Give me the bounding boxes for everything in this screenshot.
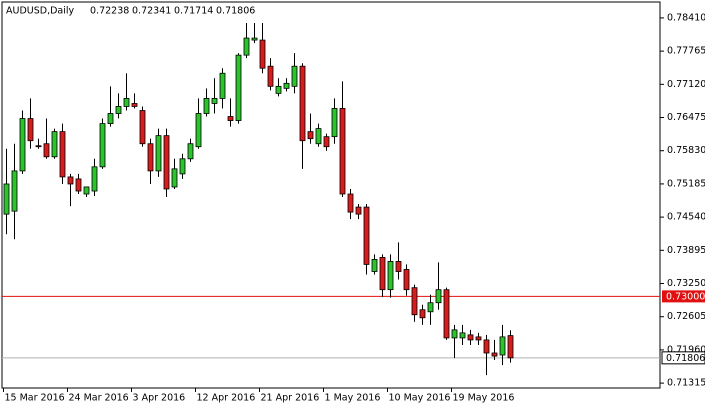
candle-body	[107, 113, 114, 124]
y-tick-label: 0.71315	[667, 378, 705, 389]
symbol: AUDUSD,Daily	[6, 6, 75, 17]
candle-body	[403, 269, 410, 291]
candle-body	[267, 65, 274, 87]
x-tick-label: 24 Mar 2016	[69, 393, 129, 404]
candle-body	[227, 116, 234, 121]
y-tick-label: 0.73895	[667, 245, 705, 256]
candle-body	[91, 166, 98, 192]
candle-body	[219, 72, 226, 99]
candle-body	[235, 54, 242, 121]
y-tick-label: 0.71960	[667, 344, 705, 355]
candle-body	[491, 352, 498, 357]
y-tick-label: 0.76475	[667, 112, 705, 123]
x-tick-label: 19 May 2016	[453, 393, 515, 404]
candle-body	[171, 168, 178, 188]
candle-body	[395, 261, 402, 272]
header-high: 0.72341	[132, 6, 171, 17]
level-label-box	[662, 290, 705, 303]
y-tick-label: 0.75830	[667, 145, 705, 156]
candle-body	[411, 287, 418, 316]
candle-body	[347, 193, 354, 213]
candle-body	[427, 302, 434, 313]
candle-body	[483, 339, 490, 354]
candle-body	[443, 289, 450, 339]
x-tick-label: 15 Mar 2016	[5, 393, 65, 404]
candle-body	[203, 98, 210, 114]
candle-body	[187, 143, 194, 160]
y-tick-label: 0.78410	[667, 12, 705, 23]
candle-body	[339, 108, 346, 195]
y-tick-label: 0.73250	[667, 278, 705, 289]
y-tick-label: 0.72605	[667, 311, 705, 322]
y-tick-label: 0.77765	[667, 46, 705, 57]
candle-body	[35, 145, 42, 148]
candle-body	[387, 261, 394, 291]
candle-body	[323, 136, 330, 148]
candle-body	[275, 85, 282, 94]
header-open: 0.72238	[90, 6, 129, 17]
candle-body	[355, 206, 362, 215]
candle-body	[43, 143, 50, 158]
plot-frame	[1, 1, 661, 389]
y-tick-label: 0.74540	[667, 212, 705, 223]
header: AUDUSD,Daily 0.72238 0.72341 0.71714 0.7…	[6, 6, 255, 17]
x-tick-label: 12 Apr 2016	[197, 393, 256, 404]
candle-body	[195, 113, 202, 148]
candle-body	[459, 332, 466, 339]
y-tick-label: 0.77120	[667, 79, 705, 90]
candle-body	[451, 329, 458, 339]
candle-body	[499, 336, 506, 356]
candle-body	[259, 39, 266, 69]
candle-body	[155, 135, 162, 172]
candle-body	[243, 37, 250, 56]
x-tick-label: 1 May 2016	[325, 393, 381, 404]
candle-body	[51, 131, 58, 158]
candle-body	[291, 65, 298, 87]
candle-body	[11, 170, 18, 212]
candle-body	[115, 106, 122, 114]
candle-body	[131, 103, 138, 107]
header-low: 0.71714	[174, 6, 213, 17]
y-tick-label: 0.75185	[667, 178, 705, 189]
candle-body	[27, 118, 34, 142]
price-label: 0.71806	[666, 353, 705, 364]
candle-body	[99, 123, 106, 168]
candle-body	[163, 135, 170, 190]
candle-body	[331, 108, 338, 138]
candle-body	[315, 128, 322, 145]
candle-body	[363, 206, 370, 265]
candle-body	[307, 131, 314, 140]
candle-body	[379, 257, 386, 291]
candle-body	[299, 65, 306, 142]
candle-body	[67, 176, 74, 185]
candle-body	[467, 334, 474, 341]
price-label-box	[661, 351, 705, 365]
candle-body	[75, 178, 82, 192]
x-tick-label: 21 Apr 2016	[261, 393, 320, 404]
candle-body	[59, 131, 66, 178]
candle-body	[83, 186, 90, 195]
level-label: 0.73000	[666, 291, 705, 302]
candle-body	[147, 143, 154, 172]
candle-body	[19, 118, 26, 172]
candle-body	[179, 158, 186, 175]
candle-body	[3, 183, 10, 215]
candle-body	[435, 289, 442, 304]
candle-body	[371, 259, 378, 272]
candle-body	[251, 37, 258, 41]
x-tick-label: 3 Apr 2016	[133, 393, 186, 404]
candle-body	[123, 98, 130, 107]
candle-body	[139, 110, 146, 145]
candle-body	[419, 309, 426, 319]
candle-body	[475, 336, 482, 341]
candle-body	[507, 335, 514, 359]
x-tick-label: 10 May 2016	[389, 393, 451, 404]
candle-body	[211, 98, 218, 104]
header-close: 0.71806	[216, 6, 255, 17]
candle-body	[283, 82, 290, 89]
